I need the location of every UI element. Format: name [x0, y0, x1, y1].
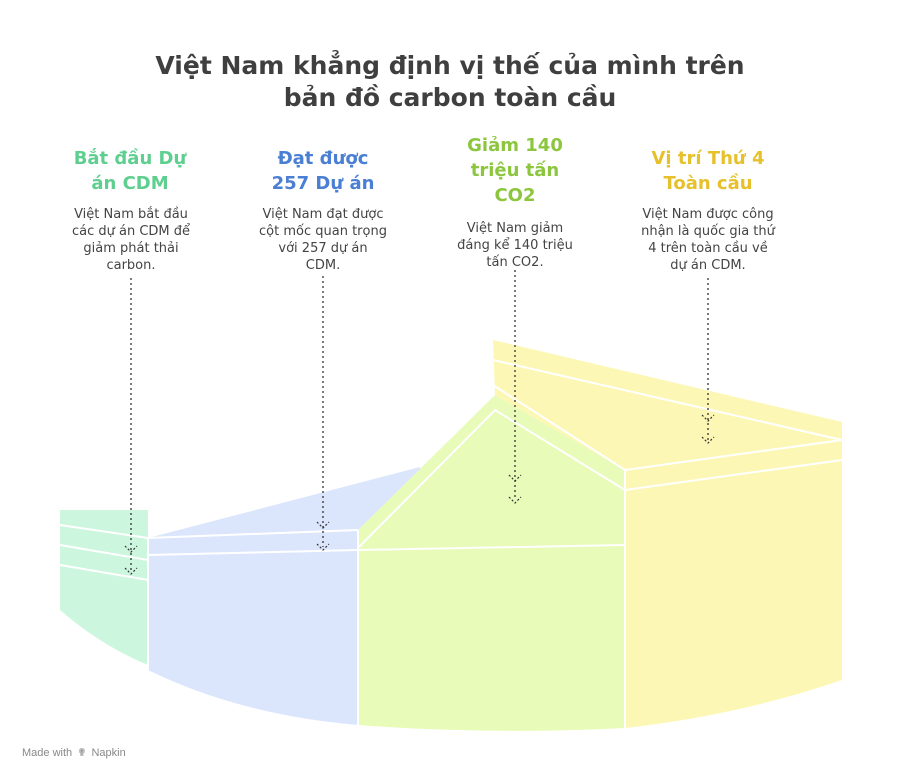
- footer-attribution: Made with ✟ Napkin: [22, 747, 126, 759]
- step-heading-4: Vị trí Thứ 4 Toàn cầu: [651, 148, 765, 194]
- step-block-3: [357, 395, 626, 731]
- step-heading-3: Giảm 140 triệu tấn CO2: [467, 135, 563, 206]
- step-description-1: Việt Nam bắt đầu các dự án CDM để giảm p…: [71, 207, 191, 273]
- step-heading-1: Bắt đầu Dự án CDM: [73, 148, 187, 194]
- step-description-2: Việt Nam đạt được cột mốc quan trọng với…: [259, 207, 387, 273]
- step-block-1: [59, 510, 149, 665]
- step-heading-2: Đạt được 257 Dự án: [271, 148, 375, 194]
- page-title: Việt Nam khẳng định vị thế của mình trên…: [155, 51, 745, 112]
- step-description-4: Việt Nam được công nhận là quốc gia thứ …: [641, 207, 775, 273]
- step-description-3: Việt Nam giảm đáng kể 140 triệu tấn CO2.: [457, 221, 573, 270]
- step-block-4: [492, 340, 843, 728]
- napkin-logo-icon: ✟: [77, 747, 87, 759]
